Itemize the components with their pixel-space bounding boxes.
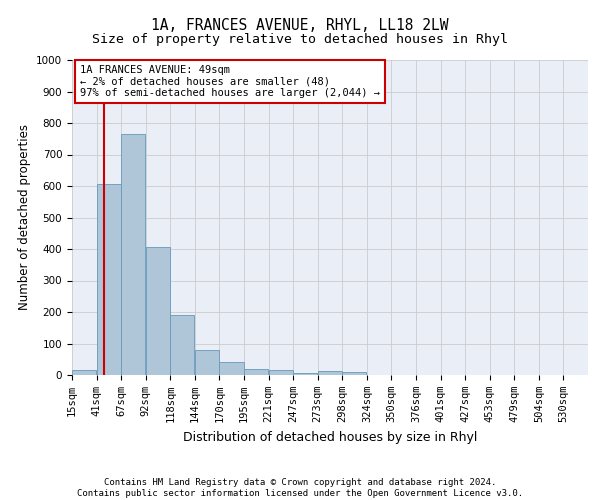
Bar xyxy=(121,134,145,375)
Bar xyxy=(170,315,194,375)
Text: Contains HM Land Registry data © Crown copyright and database right 2024.
Contai: Contains HM Land Registry data © Crown c… xyxy=(77,478,523,498)
Bar xyxy=(97,184,121,375)
Bar xyxy=(72,370,96,375)
Text: 1A, FRANCES AVENUE, RHYL, LL18 2LW: 1A, FRANCES AVENUE, RHYL, LL18 2LW xyxy=(151,18,449,32)
Bar xyxy=(146,248,170,375)
Bar xyxy=(293,374,317,375)
Bar xyxy=(195,350,219,375)
Bar xyxy=(269,370,293,375)
Text: 1A FRANCES AVENUE: 49sqm
← 2% of detached houses are smaller (48)
97% of semi-de: 1A FRANCES AVENUE: 49sqm ← 2% of detache… xyxy=(80,64,380,98)
Bar xyxy=(220,362,244,375)
Y-axis label: Number of detached properties: Number of detached properties xyxy=(17,124,31,310)
Bar xyxy=(244,370,268,375)
Bar xyxy=(318,370,342,375)
X-axis label: Distribution of detached houses by size in Rhyl: Distribution of detached houses by size … xyxy=(183,430,477,444)
Text: Size of property relative to detached houses in Rhyl: Size of property relative to detached ho… xyxy=(92,32,508,46)
Bar xyxy=(342,372,367,375)
